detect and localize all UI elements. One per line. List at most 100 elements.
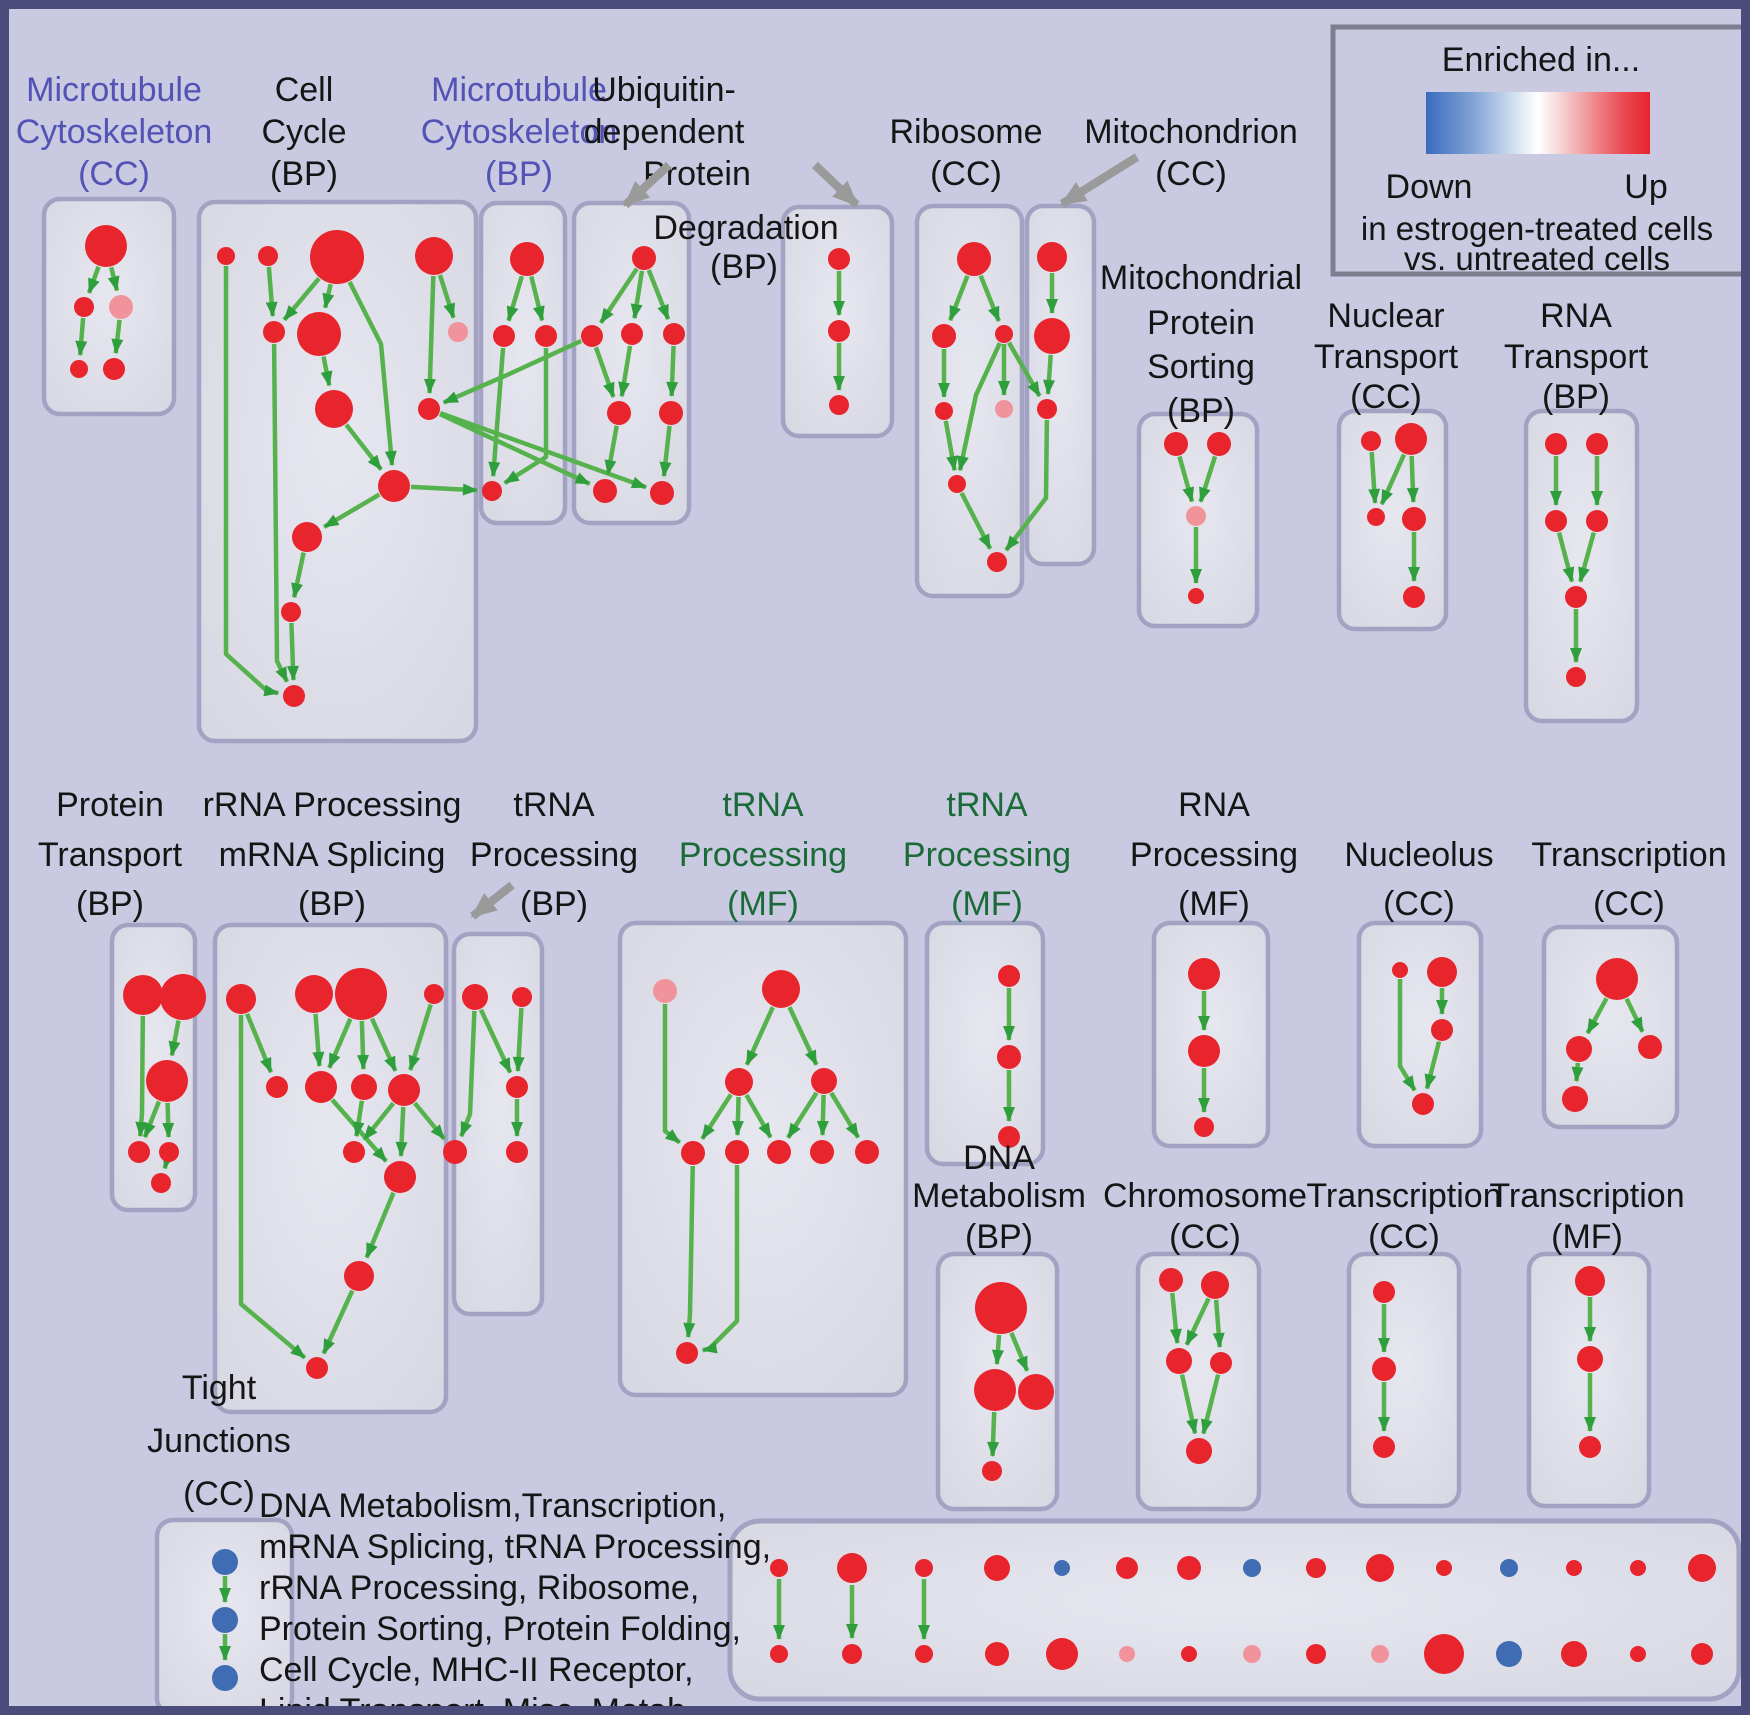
go-term-node-tm1-BG [762, 970, 800, 1008]
misc-node-top-6 [1177, 1556, 1201, 1580]
cluster-label-pt-line0: Protein [56, 786, 164, 824]
go-edge-rib.C-to-rib.G [956, 342, 1002, 472]
go-term-node-cc-r2s [263, 321, 285, 343]
go-edge-pt.T1-to-pt.SL [135, 1015, 148, 1138]
go-term-node-tm2-b [997, 1045, 1021, 1069]
nodes-layer [70, 225, 1716, 1691]
go-edge-mcc.a-to-mcc.b [86, 265, 101, 294]
go-edge-rt.mr-to-rt.c [1578, 531, 1596, 583]
go-edge-tm1.b2-to-tm1.Z [701, 1165, 740, 1354]
go-term-node-pt-T2 [160, 974, 206, 1020]
legend-subtitle-1: in estrogen-treated cells [1361, 210, 1713, 247]
go-term-node-rp-b [1188, 1035, 1220, 1067]
go-term-node-tj-a [212, 1549, 238, 1575]
go-term-node-mcc-d [70, 360, 88, 378]
go-term-node-tbp-br [506, 1141, 528, 1163]
cluster-label-rt-line0: RNA [1540, 297, 1612, 335]
go-edge-rib.A-to-rib.C [978, 274, 1001, 322]
go-edge-tm1.ML-to-tm1.b2 [731, 1096, 744, 1137]
go-edge-mcc.c-to-mcc.e [111, 319, 124, 355]
cluster-label-dna-line0: DNA [963, 1139, 1035, 1177]
go-edge-rr.L2-to-rr.B [321, 1289, 355, 1355]
go-term-node-mcc-c [109, 295, 133, 319]
ubiquitin-pointer-left [622, 161, 672, 209]
go-term-node-rr-n3 [335, 968, 387, 1020]
go-edge-mit.F-to-rib.H [1004, 419, 1050, 552]
misc-node-top-2 [915, 1559, 933, 1577]
cluster-label-nuc-line0: Nucleolus [1344, 836, 1493, 874]
cluster-label-ubq-line4: (BP) [710, 248, 778, 286]
go-term-node-rib-C [995, 325, 1013, 343]
go-edge-rt.ml-to-rt.c [1556, 532, 1575, 583]
go-edge-ubq.a-to-ubq.d [593, 346, 616, 398]
misc-node-top-4 [1054, 1560, 1070, 1576]
go-term-node-mbp-mr [535, 325, 557, 347]
cluster-label-mbp-line0: Microtubule [431, 71, 607, 109]
cluster-box-mit [1024, 203, 1097, 567]
go-edge-mbp.mr-to-mbp.b [503, 348, 549, 485]
go-term-node-mps-b [1188, 588, 1204, 604]
go-term-node-cc-r4b [378, 470, 410, 502]
go-term-node-ubq-e [659, 401, 683, 425]
misc-node-top-7 [1243, 1559, 1261, 1577]
cluster-label-nt-line1: Transport [1314, 338, 1459, 376]
go-term-node-cc-cx [418, 398, 440, 420]
go-term-node-mit-M2 [1034, 318, 1070, 354]
go-edge-ubq.c-to-ubq.e [666, 345, 679, 398]
legend-down-label: Down [1386, 168, 1473, 206]
go-edge-mbp.t-to-mbp.mr [529, 275, 545, 322]
go-term-node-ubq-v1 [828, 248, 850, 270]
go-term-node-tcu-ml [1566, 1036, 1592, 1062]
go-term-node-dna-bot [982, 1461, 1002, 1481]
go-term-node-rr-n6 [305, 1071, 337, 1103]
go-term-node-rt-tl [1545, 433, 1567, 455]
go-term-node-chr-tr [1201, 1271, 1229, 1299]
go-edge-cc.n4-to-cc.pk [437, 274, 456, 319]
cluster-label-mit-line1: (CC) [1155, 155, 1227, 193]
misc-categories-text-line2: rRNA Processing, Ribosome, [259, 1569, 699, 1607]
go-term-node-cc-r2b [297, 312, 341, 356]
go-edge-tm1.MR-to-tm1.b4 [816, 1094, 829, 1137]
cluster-label-ubq-line3: Degradation [653, 209, 838, 247]
go-edge-rr.n8-to-tbp.bl [413, 1101, 446, 1141]
go-term-node-nt-tr [1395, 423, 1427, 455]
go-edge-tbp.tl-to-tbp.bl [459, 1010, 477, 1138]
go-term-node-nuc-tl [1392, 962, 1408, 978]
go-edge-rr.n4-to-rr.n8 [408, 1003, 433, 1071]
go-term-node-ubq-d [607, 401, 631, 425]
cluster-boxes-layer [41, 196, 1741, 1706]
misc-categories-text-line3: Protein Sorting, Protein Folding, [259, 1610, 741, 1648]
go-term-node-cc-r3b [315, 390, 353, 428]
go-term-node-tmf-c [1579, 1436, 1601, 1458]
go-term-node-rt-b [1566, 667, 1586, 687]
cluster-label-tj-line2: (CC) [183, 1475, 255, 1513]
cluster-label-tm2-line0: tRNA [946, 786, 1028, 824]
go-term-node-pt-SL [128, 1141, 150, 1163]
trna-bp-pointer [470, 881, 515, 920]
go-term-node-rr-n2 [295, 975, 333, 1013]
go-edge-mcc.b-to-mcc.d [75, 317, 88, 357]
misc-node-bottom-9 [1371, 1645, 1389, 1663]
go-edge-mbp.t-to-mbp.ml [506, 275, 525, 322]
cluster-label-tcl-line0: Transcription [1306, 1177, 1501, 1215]
go-edge-cc.r4b-to-mbp.b [410, 483, 479, 496]
go-term-node-cc-r6s [281, 602, 301, 622]
go-term-node-tcl-c [1373, 1436, 1395, 1458]
go-edge-tm1.BG-to-tm1.ML [744, 1006, 775, 1066]
go-edge-cc.r2b-to-cc.r3b [320, 356, 333, 387]
go-edge-rr.n3-to-rr.n8 [369, 1017, 398, 1072]
go-edge-rr.n8-to-rr.n9 [362, 1101, 396, 1141]
cluster-label-tm1-line2: (MF) [727, 885, 799, 923]
go-term-node-tm1-MR [811, 1068, 837, 1094]
misc-node-bottom-10 [1424, 1634, 1464, 1674]
cluster-label-pt-line1: Transport [38, 836, 183, 874]
go-term-node-tcu-mr [1638, 1035, 1662, 1059]
misc-node-top-5 [1116, 1557, 1138, 1579]
go-term-node-mit-M1 [1037, 242, 1067, 272]
go-term-node-ubq-b [621, 323, 643, 345]
go-term-node-rr-NL [384, 1161, 416, 1193]
cluster-box-tcl [1346, 1251, 1462, 1509]
go-edge-ubq.u-to-ubq.c [646, 269, 671, 321]
go-edge-dna.bl-to-dna.bot [987, 1411, 1000, 1458]
go-edge-tm1.b1-to-tm1.Z [683, 1165, 696, 1339]
